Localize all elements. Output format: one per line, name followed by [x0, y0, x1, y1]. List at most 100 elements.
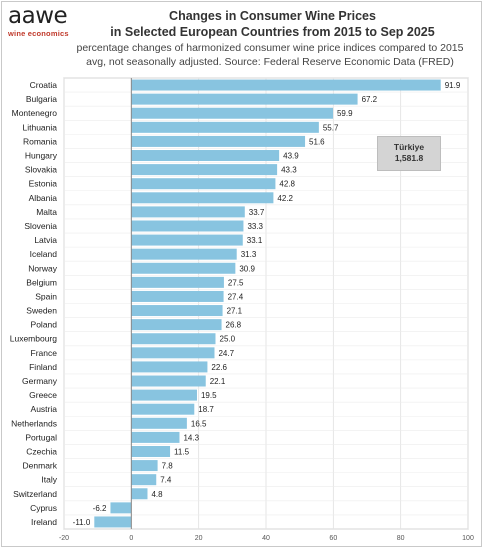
logo-word: aawe: [8, 3, 68, 29]
category-label: Italy: [41, 475, 57, 485]
bar: [131, 290, 224, 302]
x-tick-label: 100: [462, 535, 474, 542]
callout-value: 1,581.8: [394, 153, 424, 163]
bar: [131, 107, 333, 119]
data-label: 11.5: [174, 447, 190, 456]
callout-country: Türkiye: [393, 142, 425, 152]
category-label: Germany: [22, 376, 58, 386]
category-label: Netherlands: [11, 418, 57, 428]
x-tick-label: 40: [262, 535, 270, 542]
data-label: 31.3: [241, 250, 257, 259]
category-label: Portugal: [25, 432, 57, 442]
category-label: Latvia: [34, 235, 57, 245]
data-label: 59.9: [337, 109, 353, 118]
data-label: 33.3: [247, 222, 263, 231]
bar: [131, 121, 319, 133]
bar: [131, 93, 358, 105]
data-label: 30.9: [239, 264, 255, 273]
bar: [131, 206, 245, 218]
data-label: 25.0: [220, 335, 236, 344]
data-label: 16.5: [191, 419, 207, 428]
category-label: Iceland: [30, 249, 58, 259]
bar: [131, 305, 223, 317]
bar: [131, 347, 215, 359]
category-label: Denmark: [23, 461, 58, 471]
data-label: 55.7: [323, 123, 339, 132]
data-label: 27.4: [228, 292, 244, 301]
category-label: Cyprus: [30, 503, 57, 513]
bar: [131, 79, 441, 91]
data-label: 7.4: [160, 476, 172, 485]
category-label: Poland: [31, 320, 58, 330]
category-label: Albania: [29, 193, 58, 203]
data-label: 27.1: [227, 307, 243, 316]
bar: [131, 474, 157, 486]
bar: [131, 192, 274, 204]
data-label: 4.8: [151, 490, 163, 499]
bar: [131, 389, 197, 401]
bar: [131, 445, 171, 457]
bar: [131, 178, 276, 190]
category-label: Hungary: [25, 151, 58, 161]
data-label: 33.7: [249, 208, 265, 217]
category-label: Greece: [29, 390, 57, 400]
data-label: 22.1: [210, 377, 226, 386]
x-tick-label: -20: [59, 535, 69, 542]
bar: [131, 164, 278, 176]
x-tick-label: 80: [397, 535, 405, 542]
category-label: Ireland: [31, 517, 57, 527]
category-label: Bulgaria: [26, 94, 57, 104]
category-label: Croatia: [30, 80, 58, 90]
category-label: Switzerland: [13, 489, 57, 499]
bar: [131, 248, 237, 260]
data-label: 91.9: [445, 81, 461, 90]
data-label: 33.1: [247, 236, 263, 245]
category-label: Finland: [29, 362, 57, 372]
x-tick-label: 0: [129, 535, 133, 542]
bar: [131, 262, 236, 274]
bar: [131, 220, 244, 232]
bar: [94, 516, 132, 528]
chart-subtitle-line1: percentage changes of harmonized consume…: [76, 42, 464, 54]
data-label: 43.9: [283, 152, 299, 161]
bar: [131, 234, 243, 246]
category-label: France: [31, 348, 58, 358]
category-label: Slovenia: [24, 221, 57, 231]
data-label: 7.8: [162, 462, 174, 471]
category-label: Montenegro: [12, 108, 58, 118]
chart-title-line1: Changes in Consumer Wine Prices: [169, 9, 376, 23]
data-label: 18.7: [198, 405, 214, 414]
data-label: 42.2: [277, 194, 293, 203]
data-label: 42.8: [279, 180, 295, 189]
bar: [131, 135, 306, 147]
bar: [110, 502, 132, 514]
data-label: -11.0: [73, 518, 91, 527]
bar: [131, 375, 206, 387]
bar: [131, 488, 148, 500]
category-label: Austria: [31, 404, 58, 414]
category-label: Romania: [23, 136, 57, 146]
x-tick-label: 60: [329, 535, 337, 542]
data-label: 51.6: [309, 137, 325, 146]
bar: [131, 276, 224, 288]
chart-title-line2: in Selected European Countries from 2015…: [110, 25, 435, 39]
category-label: Malta: [36, 207, 57, 217]
category-label: Estonia: [29, 179, 58, 189]
data-label: 27.5: [228, 278, 244, 287]
data-label: 24.7: [218, 349, 234, 358]
category-label: Belgium: [26, 277, 57, 287]
category-label: Lithuania: [22, 122, 57, 132]
data-label: 19.5: [201, 391, 217, 400]
bar: [131, 417, 187, 429]
logo-subtitle: wine economics: [8, 29, 69, 38]
category-label: Spain: [35, 291, 57, 301]
logo: aawe wine economics: [8, 4, 70, 38]
category-label: Luxembourg: [10, 334, 58, 344]
chart-subtitle-line2: avg, not seasonally adjusted. Source: Fe…: [86, 56, 454, 68]
data-label: -6.2: [93, 504, 107, 513]
data-label: 43.3: [281, 166, 297, 175]
x-tick-label: 20: [195, 535, 203, 542]
category-label: Slovakia: [25, 165, 57, 175]
